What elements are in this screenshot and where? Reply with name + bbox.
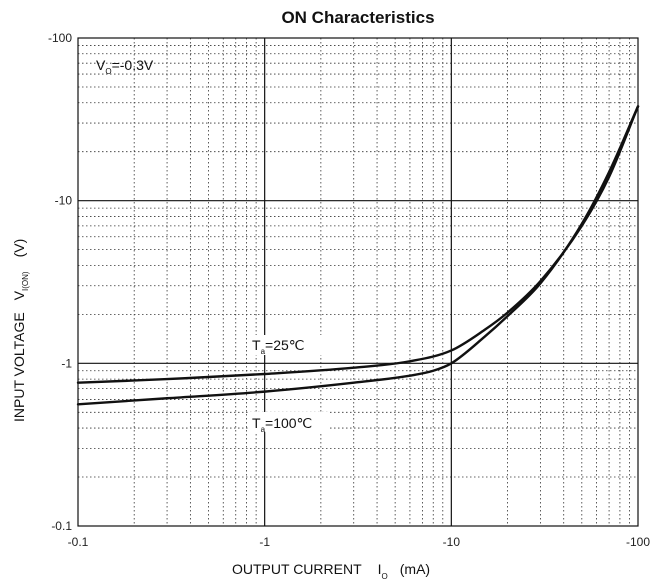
series-line-1 (76, 105, 640, 384)
label-25c-bg (248, 335, 324, 355)
y-axis-label: INPUT VOLTAGEVI(ON)(V) (11, 239, 30, 422)
grid (78, 38, 638, 526)
plot-frame (77, 37, 639, 527)
series-line-2 (76, 105, 640, 406)
chart-title: ON Characteristics (281, 8, 434, 27)
y-tick-labels: -100 -10 -1 -0.1 (48, 31, 72, 533)
y-tick-label: -1 (61, 356, 72, 370)
series-label-100c: Ta=100℃ (252, 415, 312, 434)
y-tick-label: -10 (55, 194, 73, 208)
y-tick-label: -0.1 (51, 519, 72, 533)
x-tick-label: -1 (259, 535, 270, 549)
condition-label: VO=-0.3V (96, 57, 154, 76)
x-tick-label: -10 (443, 535, 461, 549)
x-tick-label: -0.1 (68, 535, 89, 549)
x-tick-labels: -0.1 -1 -10 -100 (68, 535, 651, 549)
series-lines (76, 105, 640, 406)
x-axis-label: OUTPUT CURRENT IO (mA) (232, 561, 430, 581)
label-100c-bg (248, 412, 330, 432)
x-tick-label: -100 (626, 535, 650, 549)
y-tick-label: -100 (48, 31, 72, 45)
series-label-25c: Ta=25℃ (252, 337, 305, 356)
